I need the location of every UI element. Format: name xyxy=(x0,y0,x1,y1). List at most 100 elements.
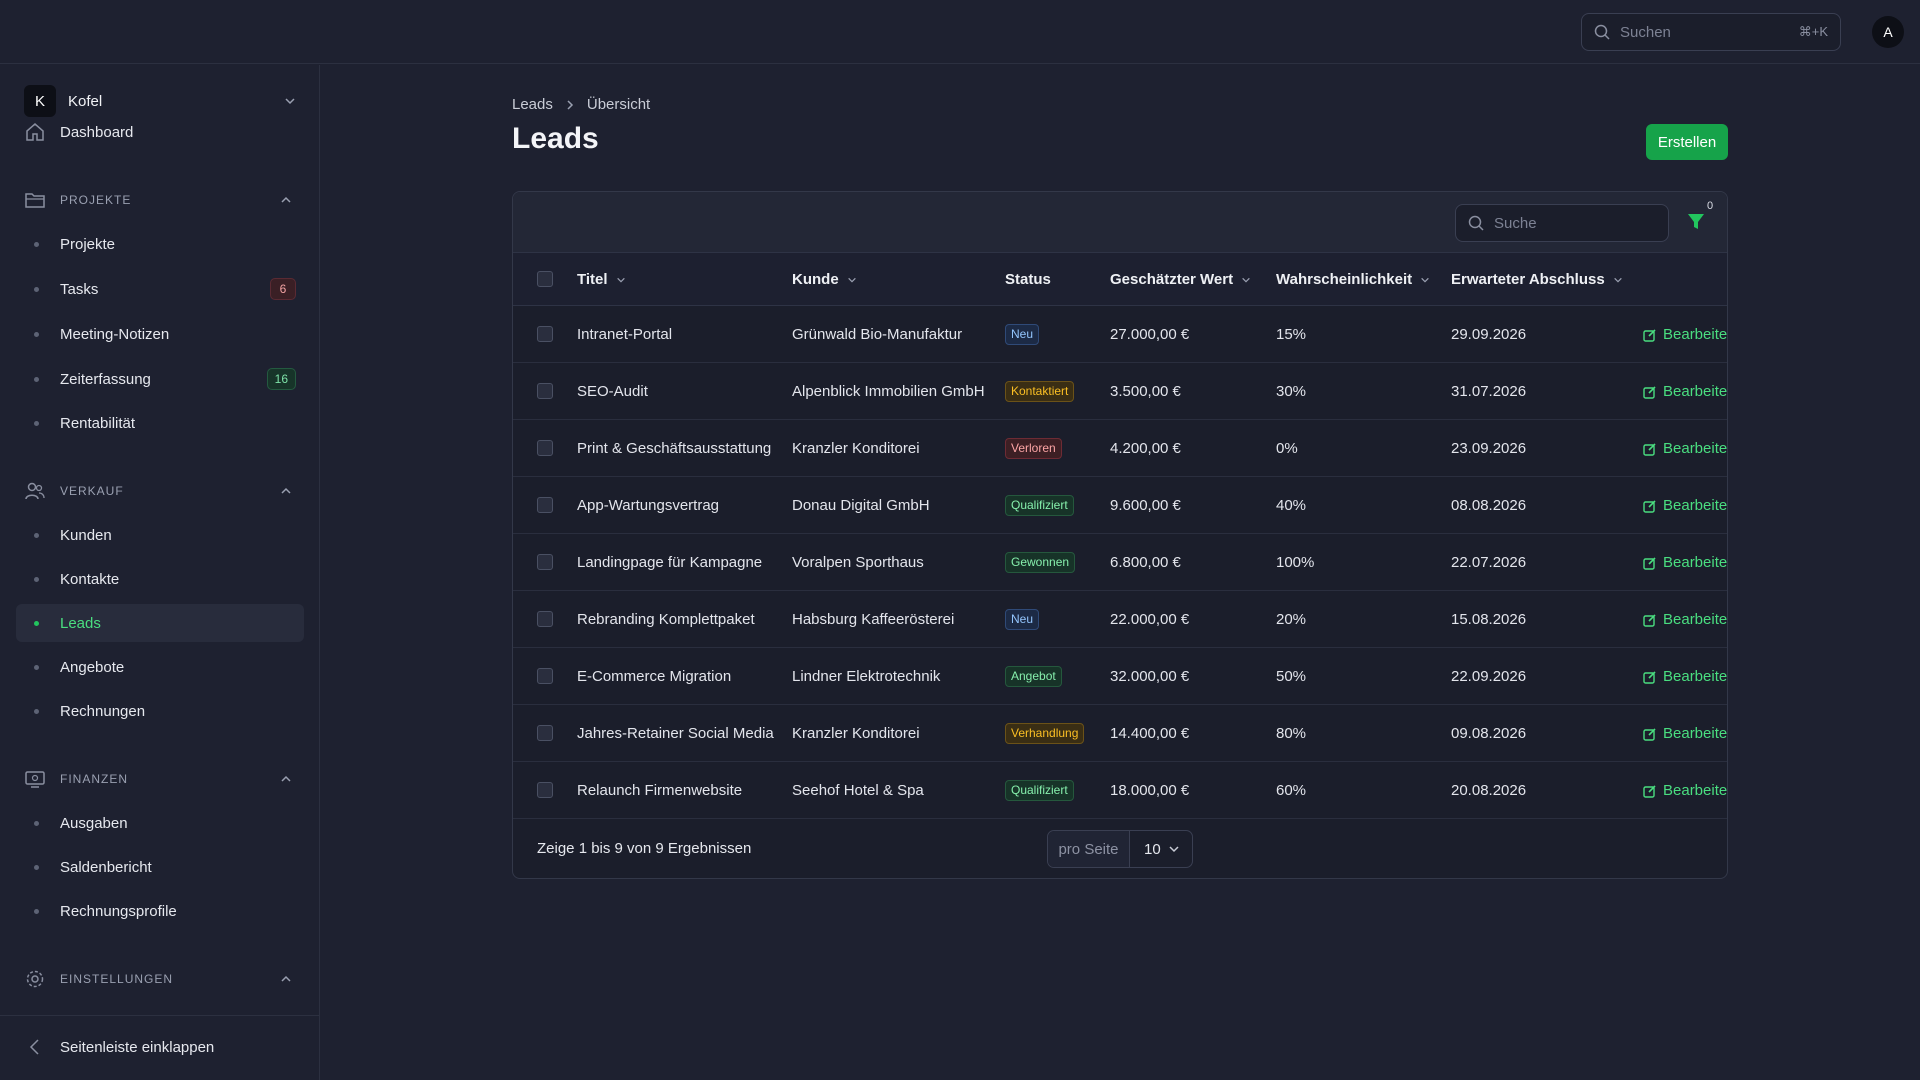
row-checkbox[interactable] xyxy=(537,383,553,399)
row-checkbox[interactable] xyxy=(537,611,553,627)
column-header-kunde[interactable]: Kunde xyxy=(792,253,857,306)
table-row[interactable]: Intranet-Portal Grünwald Bio-Manufaktur Ne… xyxy=(513,306,1728,363)
table-row[interactable]: E-Commerce Migration Lindner Elektrotechn… xyxy=(513,648,1727,705)
edit-label: Bearbeiten xyxy=(1663,440,1728,457)
sidebar-item-ausgaben[interactable]: Ausgaben xyxy=(16,804,304,842)
sidebar-item-dashboard[interactable]: Dashboard xyxy=(16,113,304,151)
edit-button[interactable]: Bearbeiten xyxy=(1643,705,1727,762)
select-all-checkbox[interactable] xyxy=(537,271,553,287)
table-row[interactable]: Jahres-Retainer Social Media Kranzler Kon… xyxy=(513,705,1727,762)
cell-customer: Habsburg Kaffeerösterei xyxy=(792,611,955,628)
breadcrumb-leads[interactable]: Leads xyxy=(512,96,553,113)
workspace-switcher[interactable]: K Kofel xyxy=(24,85,296,117)
edit-button[interactable]: Bearbeiten xyxy=(1643,306,1728,363)
status-badge: Qualifiziert xyxy=(1005,780,1074,801)
table-footer: Zeige 1 bis 9 von 9 Ergebnissen pro Seit… xyxy=(513,819,1727,878)
row-checkbox[interactable] xyxy=(537,725,553,741)
cell-close-date: 29.09.2026 xyxy=(1451,326,1527,343)
section-finanzen[interactable]: FINANZEN xyxy=(16,760,304,798)
cell-title: Intranet-Portal xyxy=(577,326,673,343)
cell-title: E-Commerce Migration xyxy=(577,668,732,685)
row-checkbox[interactable] xyxy=(537,782,553,798)
table-row[interactable]: App-Wartungsvertrag Donau Digital GmbH Qua… xyxy=(513,477,1727,534)
sidebar-item-label: Projekte xyxy=(60,235,116,253)
sidebar-item-rechnungsprofile[interactable]: Rechnungsprofile xyxy=(16,892,304,930)
create-button[interactable]: Erstellen xyxy=(1646,124,1728,160)
column-header-wert[interactable]: Geschätzter Wert xyxy=(1110,253,1251,306)
per-page-value: 10 xyxy=(1144,840,1161,858)
cell-close-date: 09.08.2026 xyxy=(1451,725,1527,742)
section-einstellungen[interactable]: EINSTELLUNGEN xyxy=(16,960,304,998)
global-search-placeholder: Suchen xyxy=(1620,23,1671,41)
column-header-wahrscheinlichkeit[interactable]: Wahrscheinlichkeit xyxy=(1276,253,1430,306)
sidebar-item-label: Saldenbericht xyxy=(60,858,152,876)
table-row[interactable]: Relaunch Firmenwebsite Seehof Hotel & Spa… xyxy=(513,762,1728,819)
sidebar-item-kontakte[interactable]: Kontakte xyxy=(16,560,304,598)
column-header-titel[interactable]: Titel xyxy=(577,253,626,306)
bullet-dot xyxy=(34,532,39,538)
row-checkbox[interactable] xyxy=(537,554,553,570)
sidebar-item-meeting-notizen[interactable]: Meeting-Notizen xyxy=(16,315,304,353)
table-search-input[interactable]: Suche xyxy=(1455,204,1669,242)
bullet-dot xyxy=(34,664,39,670)
monitor-icon xyxy=(25,771,45,788)
column-label: Status xyxy=(1005,271,1051,288)
edit-label: Bearbeiten xyxy=(1663,782,1728,799)
row-checkbox[interactable] xyxy=(537,440,553,456)
edit-button[interactable]: Bearbeiten xyxy=(1643,534,1727,591)
row-checkbox[interactable] xyxy=(537,326,553,342)
edit-button[interactable]: Bearbeiten xyxy=(1643,420,1728,477)
sidebar-item-projekte[interactable]: Projekte xyxy=(16,225,304,263)
edit-button[interactable]: Bearbeiten xyxy=(1643,762,1728,819)
edit-button[interactable]: Bearbeiten xyxy=(1643,477,1727,534)
table-row[interactable]: Print & Geschäftsausstattung Kranzler Kon… xyxy=(513,420,1728,477)
table-row[interactable]: Landingpage für Kampagne Voralpen Sportha… xyxy=(513,534,1727,591)
sidebar-item-label: Rechnungen xyxy=(60,702,146,720)
edit-button[interactable]: Bearbeiten xyxy=(1643,363,1728,420)
section-verkauf[interactable]: VERKAUF xyxy=(16,472,304,510)
column-header-abschluss[interactable]: Erwarteter Abschluss xyxy=(1451,253,1623,306)
edit-label: Bearbeiten xyxy=(1663,383,1728,400)
edit-icon xyxy=(1643,556,1656,570)
row-checkbox[interactable] xyxy=(537,668,553,684)
user-avatar[interactable]: A xyxy=(1872,16,1904,48)
workspace-name: Kofel xyxy=(68,92,103,110)
top-bar: Suchen ⌘+K A xyxy=(0,0,1920,64)
cell-title: Rebranding Komplettpaket xyxy=(577,611,755,628)
row-checkbox[interactable] xyxy=(537,497,553,513)
cell-title: Landingpage für Kampagne xyxy=(577,554,763,571)
edit-button[interactable]: Bearbeiten xyxy=(1643,591,1728,648)
edit-icon xyxy=(1643,670,1656,684)
cell-value: 32.000,00 € xyxy=(1110,668,1190,685)
chevron-down-icon xyxy=(1169,846,1179,853)
sidebar-item-kunden[interactable]: Kunden xyxy=(16,516,304,554)
table-row[interactable]: SEO-Audit Alpenblick Immobilien GmbH Konta… xyxy=(513,363,1728,420)
sidebar-item-angebote[interactable]: Angebote xyxy=(16,648,304,686)
sidebar-item-rentabilitaet[interactable]: Rentabilität xyxy=(16,404,304,442)
gear-icon xyxy=(26,970,44,988)
edit-label: Bearbeiten xyxy=(1663,326,1728,343)
cell-close-date: 08.08.2026 xyxy=(1451,497,1527,514)
sidebar-item-tasks[interactable]: Tasks 6 xyxy=(16,270,304,308)
per-page-select[interactable]: pro Seite 10 xyxy=(1047,830,1193,868)
table-row[interactable]: Rebranding Komplettpaket Habsburg Kaffeer… xyxy=(513,591,1728,648)
cell-probability: 40% xyxy=(1276,497,1307,514)
sidebar-item-saldenbericht[interactable]: Saldenbericht xyxy=(16,848,304,886)
section-projekte[interactable]: PROJEKTE xyxy=(16,181,304,219)
sidebar-item-zeiterfassung[interactable]: Zeiterfassung 16 xyxy=(16,360,304,398)
edit-icon xyxy=(1643,385,1656,399)
sidebar-item-rechnungen[interactable]: Rechnungen xyxy=(16,692,304,730)
edit-label: Bearbeiten xyxy=(1663,611,1728,628)
cell-customer: Voralpen Sporthaus xyxy=(792,554,924,571)
global-search-input[interactable]: Suchen ⌘+K xyxy=(1581,13,1841,51)
column-label: Titel xyxy=(577,271,608,288)
sidebar-item-leads[interactable]: Leads xyxy=(16,604,304,642)
edit-button[interactable]: Bearbeiten xyxy=(1643,648,1727,705)
column-label: Kunde xyxy=(792,271,839,288)
bullet-dot xyxy=(34,376,39,382)
filter-icon[interactable] xyxy=(1685,210,1707,232)
collapse-sidebar-button[interactable]: Seitenleiste einklappen xyxy=(16,1028,304,1066)
column-header-status: Status xyxy=(1005,253,1051,306)
sidebar-item-label: Rechnungsprofile xyxy=(60,902,177,920)
cell-probability: 60% xyxy=(1276,782,1307,799)
